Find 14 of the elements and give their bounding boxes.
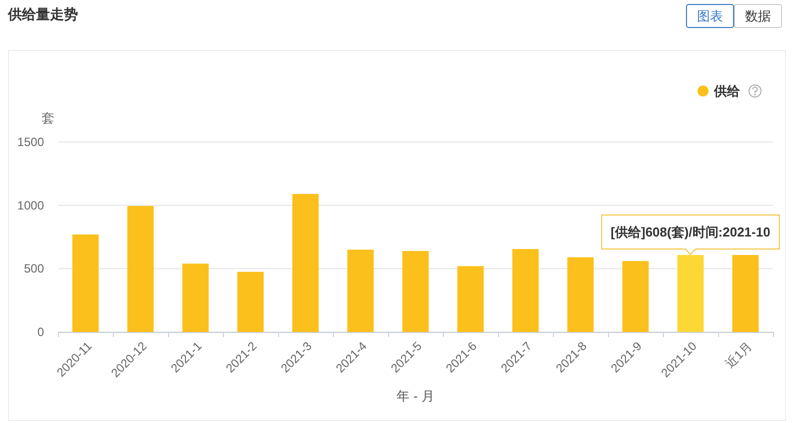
tooltip: [供给]608(套)/时间:2021-10 — [601, 214, 780, 256]
button: 数据 — [734, 4, 782, 28]
legend-label: 供给 — [713, 84, 741, 98]
annotation: [供给]608(套)/时间:2021-10 — [610, 224, 770, 240]
y-tick-label: 500 — [24, 262, 44, 276]
x-tick-label: 近1月 — [722, 339, 754, 371]
button: 图表 — [686, 4, 734, 28]
y-tick-label: 0 — [37, 325, 44, 339]
x-axis-title: 年 - 月 — [396, 388, 434, 404]
y-axis-title: 套 — [42, 110, 54, 126]
y-tick-label: 1000 — [17, 198, 44, 212]
y-tick-label: 1500 — [17, 135, 44, 149]
title: 供给量走势 — [8, 6, 78, 22]
legend: 供给 — [698, 84, 762, 98]
